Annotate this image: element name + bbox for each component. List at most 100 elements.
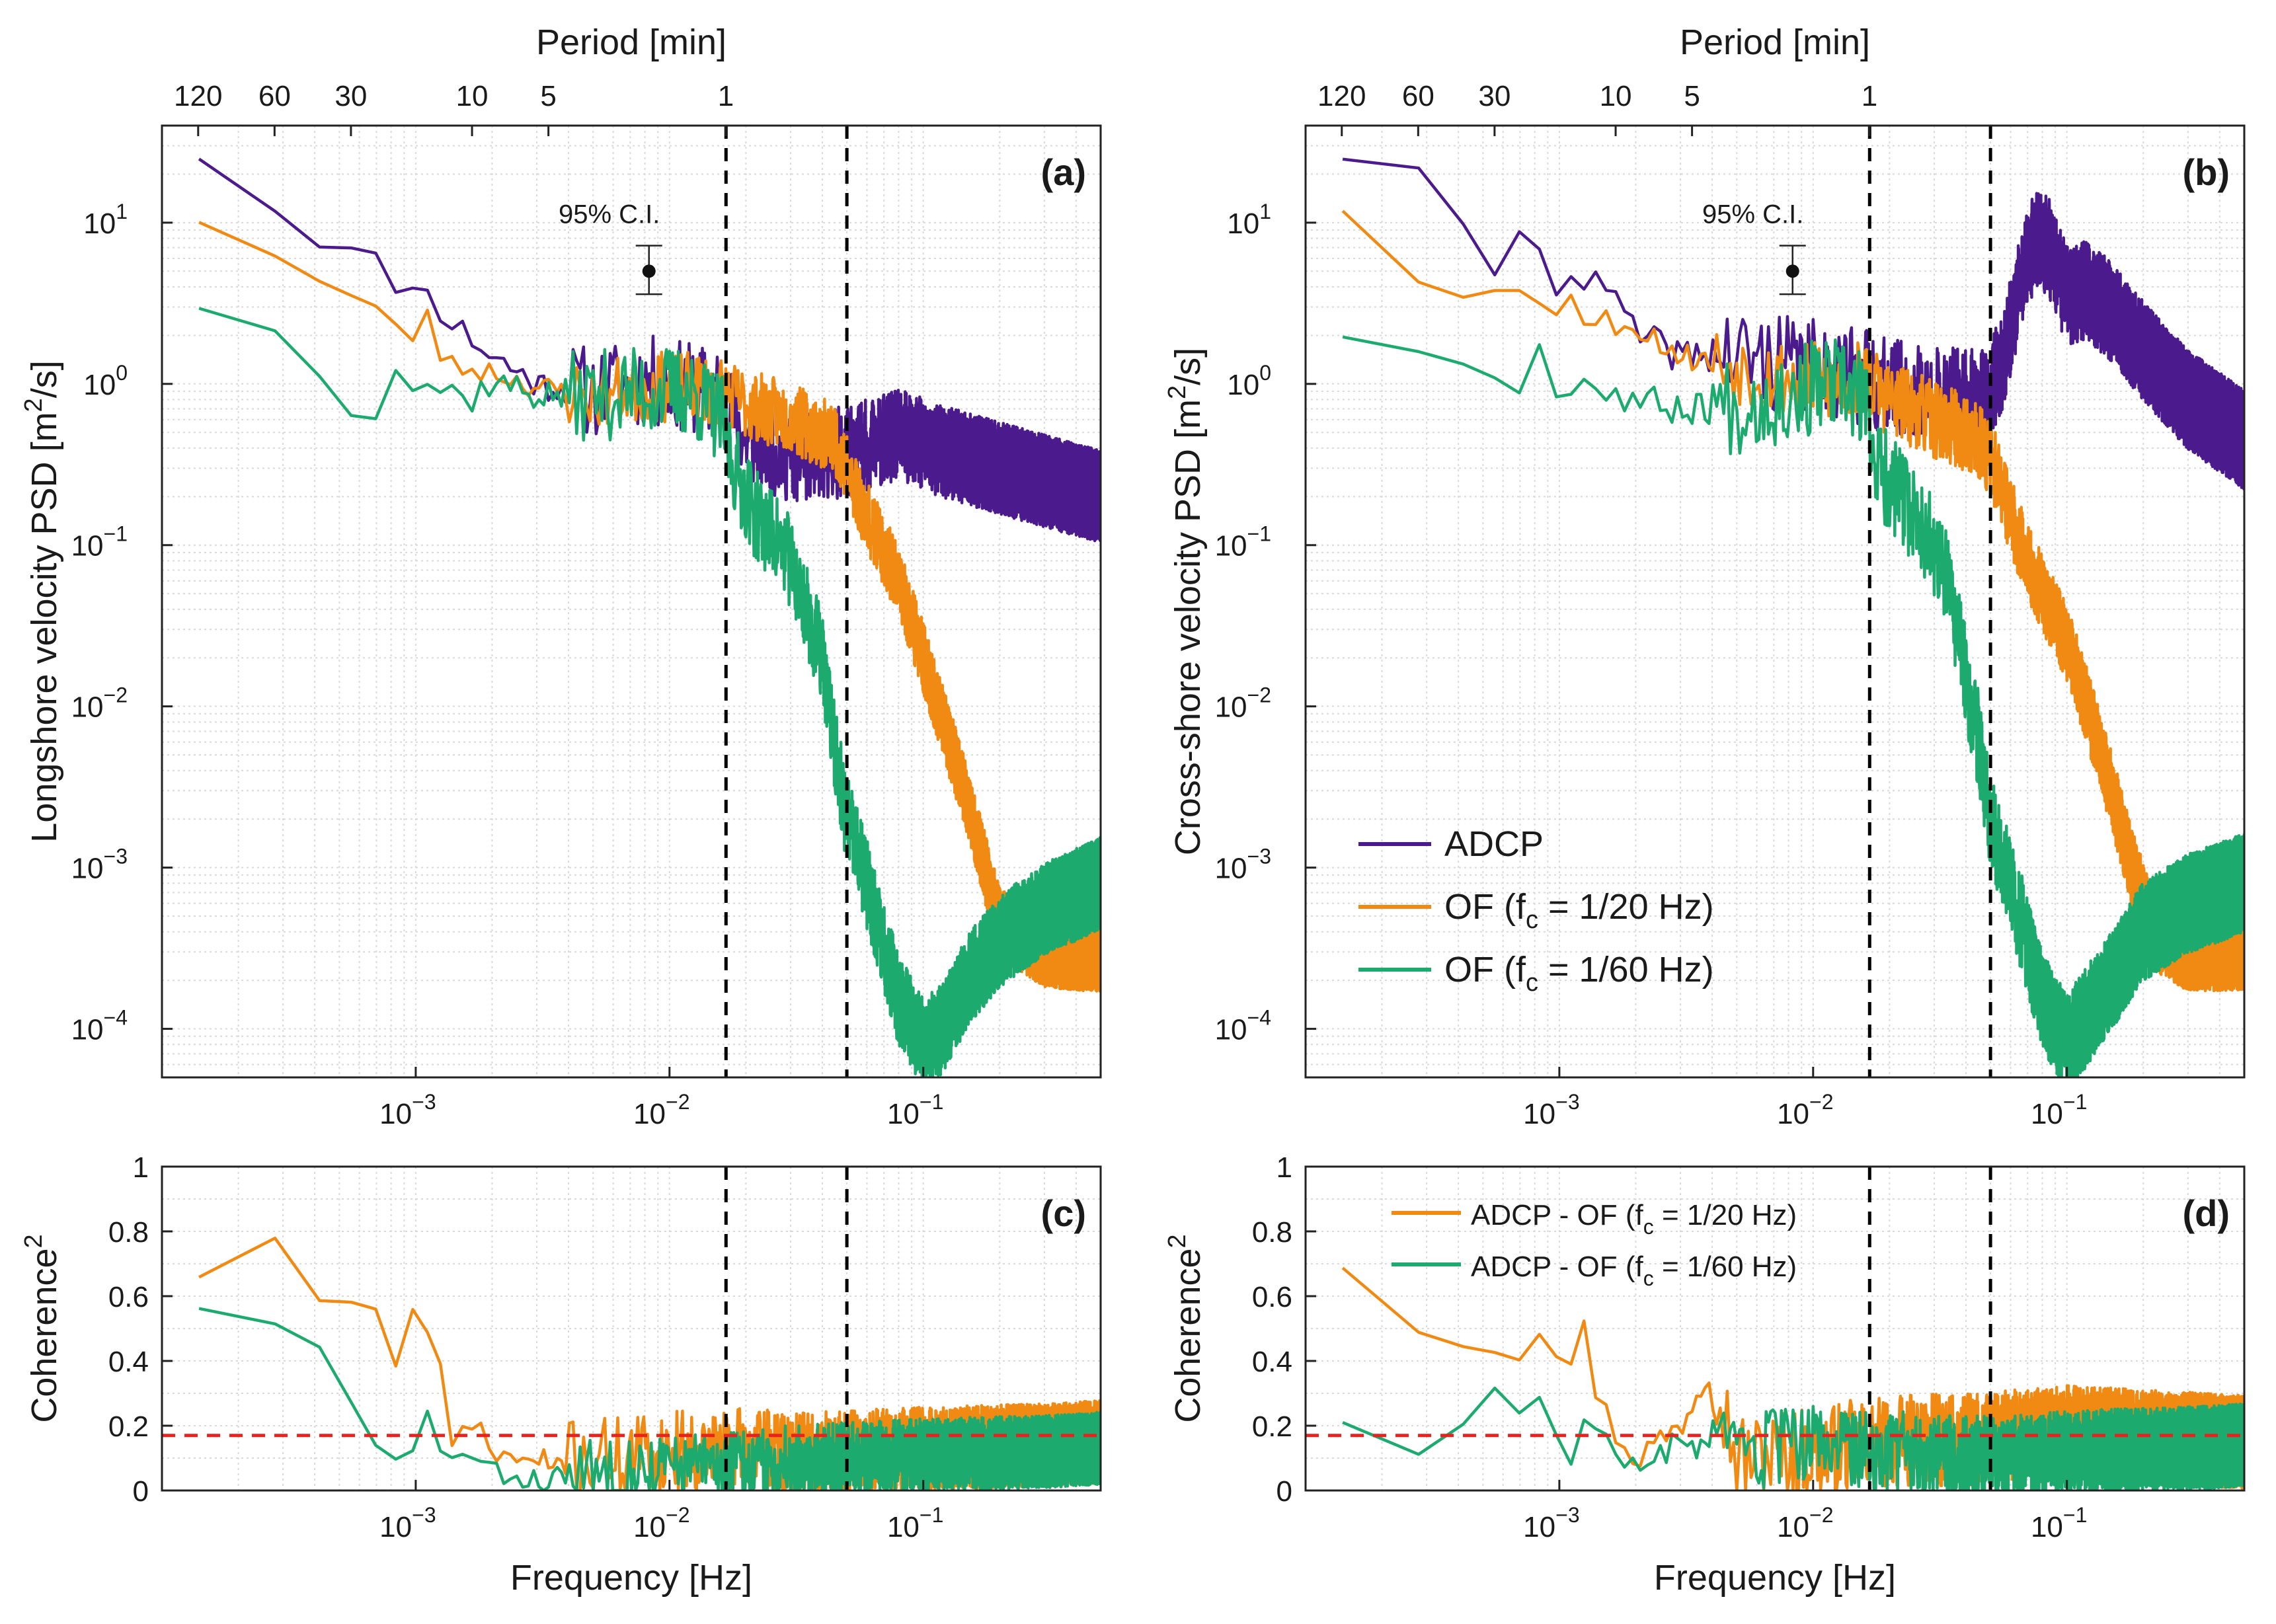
legend-subscript: c [1643,1215,1654,1239]
period-tick-label: 1 [1862,80,1877,112]
legend-subscript: c [1643,1266,1654,1290]
y-axis-label: Coherence2 [20,1234,64,1422]
y-tick-exponent: −2 [104,683,128,707]
series-line [198,307,1101,1077]
y-tick-label: 0.8 [108,1216,149,1249]
x-tick-label: 10−2 [633,1090,689,1130]
period-tick-label: 60 [1402,80,1434,112]
grid [161,125,1101,1078]
ci-label: 95% C.I. [1702,200,1803,229]
panel-d: 10−3 10−2 10−1 0 0.2 0.4 0.6 0.8 1 Coherence2 Freq… [1163,1151,2246,1598]
y-tick-exponent: −1 [104,522,128,546]
legend-subscript: c [1526,906,1538,934]
y-tick-label: 0.4 [1252,1346,1292,1378]
period-tick-label: 60 [258,80,291,112]
series-line [198,1307,1101,1490]
x-axis-label: Frequency [Hz] [1654,1558,1896,1598]
y-tick-label: 10−2 [71,683,128,724]
y-tick-label: 0.2 [108,1411,149,1443]
y-tick-exponent: 0 [1259,361,1271,385]
period-axis-title: Period [min] [1680,22,1870,62]
period-tick-label: 1 [718,80,734,112]
ci-point [642,264,656,278]
x-tick-label: 10−1 [887,1090,943,1130]
x-tick-exponent: −2 [666,1503,689,1527]
y-tick-label: 10−3 [71,845,128,885]
y-tick-exponent: 1 [1259,200,1271,223]
legend-label: ADCP - OF (fc = 1/20 Hz) [1471,1199,1797,1239]
y-tick-label: 0.2 [1252,1411,1292,1443]
series-line [1342,1386,2244,1490]
legend-label: ADCP [1444,824,1544,864]
period-tick-label: 10 [1600,80,1632,112]
x-tick-label: 10−1 [887,1503,943,1543]
x-tick-exponent: −3 [412,1090,436,1114]
period-tick-label: 5 [540,80,556,112]
period-tick-label: 120 [174,80,222,112]
y-label-superscript: 2 [1163,385,1191,399]
period-axis-title: Period [min] [536,22,726,62]
x-tick-exponent: −2 [1809,1503,1833,1527]
y-tick-label: 0 [133,1475,149,1508]
ci-point [1785,264,1799,278]
x-tick-exponent: −2 [1809,1090,1833,1114]
y-tick-label: 10−3 [1215,845,1271,885]
axes-frame [1304,1165,2246,1492]
y-axis-label: Cross-shore velocity PSD [m2/s] [1163,348,1208,855]
y-tick-exponent: −4 [1247,1006,1271,1030]
legend-subscript: c [1526,969,1538,997]
x-tick-exponent: −3 [412,1503,436,1527]
y-label-superscript: 2 [1163,1234,1191,1248]
x-tick-exponent: −1 [2063,1090,2087,1114]
series-line [198,157,1101,543]
x-tick-exponent: −1 [920,1090,943,1114]
series-line [198,221,1101,993]
x-tick-label: 10−3 [379,1090,436,1130]
legend-rest: = 1/60 Hz) [1654,1251,1797,1283]
y-tick-label: 1 [133,1151,149,1184]
legend-rest: = 1/60 Hz) [1538,950,1714,989]
x-tick-exponent: −2 [666,1090,689,1114]
x-axis-label: Frequency [Hz] [510,1558,752,1598]
y-tick-label: 0.6 [108,1281,149,1313]
y-tick-exponent: 0 [116,361,128,385]
period-tick-label: 5 [1684,80,1700,112]
ci-label: 95% C.I. [559,200,660,229]
y-tick-label: 10−2 [1215,683,1271,724]
period-tick-label: 30 [334,80,367,112]
series-line [1342,335,2244,1077]
y-axis-label: Longshore velocity PSD [m2/s] [20,360,64,842]
y-tick-label: 10−4 [71,1006,128,1046]
x-tick-exponent: −3 [1555,1503,1579,1527]
y-label-unit: /s] [24,360,64,398]
x-tick-exponent: −1 [2063,1503,2087,1527]
y-tick-label: 100 [83,361,128,401]
y-tick-label: 1 [1276,1151,1292,1184]
y-tick-label: 101 [83,200,128,240]
x-tick-exponent: −1 [920,1503,943,1527]
series-group [1341,1266,2244,1490]
y-tick-label: 0.4 [108,1346,149,1378]
x-tick-label: 10−3 [1523,1090,1579,1130]
y-tick-exponent: −3 [1247,845,1271,869]
y-tick-label: 100 [1227,361,1271,401]
series-group [198,1236,1101,1490]
x-tick-label: 10−2 [633,1503,689,1543]
x-tick-label: 10−2 [1777,1090,1833,1130]
x-tick-label: 10−1 [2031,1503,2087,1543]
panel-letter: (b) [2182,151,2230,193]
y-tick-label: 0.8 [1252,1216,1292,1249]
y-tick-label: 0.6 [1252,1281,1292,1313]
y-tick-exponent: −3 [104,845,128,869]
x-tick-label: 10−1 [2031,1090,2087,1130]
panel-letter: (c) [1041,1192,1086,1234]
axes-frame [161,124,1102,1079]
series-group [198,157,1101,1077]
y-tick-exponent: −2 [1247,683,1271,707]
y-tick-label: 10−4 [1215,1006,1271,1046]
x-tick-exponent: −3 [1555,1090,1579,1114]
legend-rest: = 1/20 Hz) [1654,1199,1797,1231]
series-group [1341,157,2244,1077]
panel-b: 10−3 10−2 10−110−410−310−210−1100101Cross-… [1163,22,2246,1130]
